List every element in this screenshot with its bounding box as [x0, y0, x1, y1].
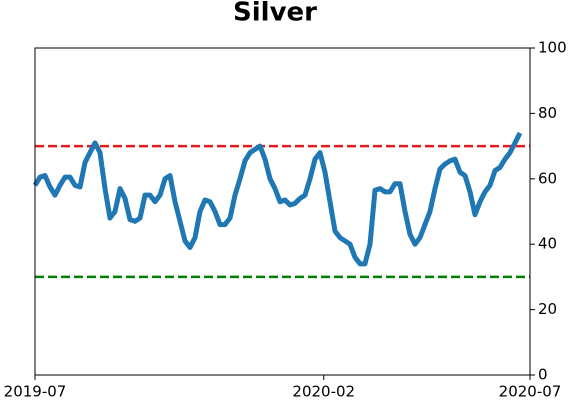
plot-frame	[34, 47, 531, 376]
y-tick-label: 40	[538, 235, 557, 253]
x-tick-label: 2020-02	[292, 383, 355, 401]
x-tick-label: 2020-07	[499, 383, 562, 401]
y-tick-label: 100	[538, 39, 567, 57]
y-tick-label: 0	[538, 366, 548, 384]
y-tick-label: 60	[538, 169, 557, 187]
chart-title: Silver	[233, 0, 317, 28]
y-tick-label: 20	[538, 300, 557, 318]
data-line	[32, 131, 523, 267]
y-tick-label: 80	[538, 104, 557, 122]
x-tick-label: 2019-07	[4, 383, 67, 401]
